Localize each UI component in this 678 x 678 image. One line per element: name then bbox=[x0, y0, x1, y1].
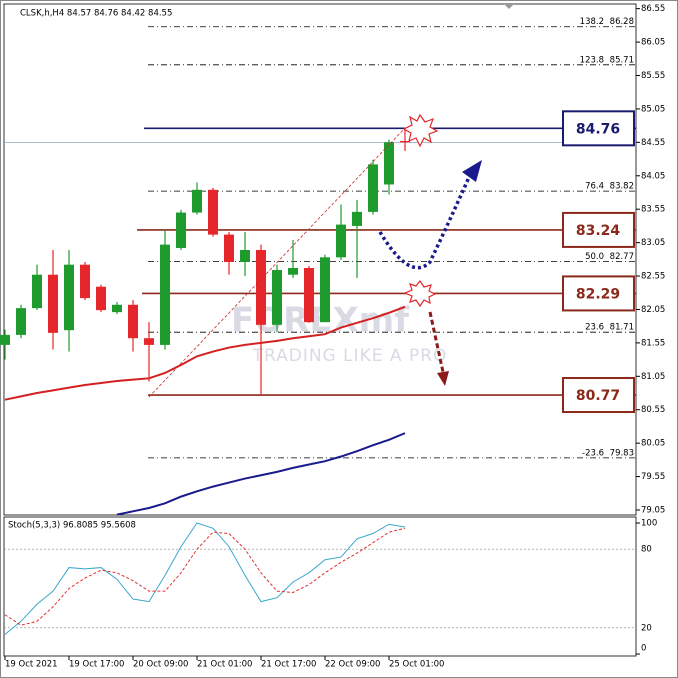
candle-body bbox=[192, 189, 202, 213]
y-tick-label: 83.05 bbox=[641, 238, 665, 248]
candle-body bbox=[224, 234, 234, 263]
y-tick-label: 82.05 bbox=[641, 305, 665, 315]
candle-body bbox=[320, 257, 330, 323]
y-tick-label: 84.55 bbox=[641, 138, 665, 148]
decorations bbox=[148, 113, 482, 398]
y-tick-label: 79.05 bbox=[641, 505, 665, 515]
shift-marker bbox=[504, 4, 514, 9]
y-tick-label: 81.55 bbox=[641, 338, 665, 348]
y-tick-label: 82.55 bbox=[641, 272, 665, 282]
y-tick-label: 86.05 bbox=[641, 38, 665, 48]
candle-body bbox=[400, 141, 410, 143]
fib-ratio: 50.0 bbox=[585, 252, 604, 262]
stoch-main bbox=[4, 522, 406, 635]
candle-body bbox=[176, 212, 186, 248]
candle-body bbox=[288, 268, 298, 275]
candle-body bbox=[128, 304, 138, 339]
stoch-label: Stoch(5,3,3) 96.8085 95.5608 bbox=[8, 521, 136, 531]
trend-line bbox=[148, 127, 406, 398]
candle-body bbox=[272, 270, 282, 325]
candle-body bbox=[112, 304, 122, 313]
burst-icon bbox=[402, 113, 439, 148]
fib-ratio: 138.2 bbox=[580, 17, 604, 27]
y-tick-label: 86.55 bbox=[641, 4, 665, 14]
arrow-head bbox=[437, 371, 449, 386]
level-box bbox=[562, 110, 635, 147]
arrow-head bbox=[462, 160, 482, 182]
level-label: 82.29 bbox=[576, 286, 620, 302]
forecast-arrow bbox=[428, 311, 445, 373]
x-tick-label: 25 Oct 01:00 bbox=[389, 660, 444, 670]
y-tick-label: 80.55 bbox=[641, 405, 665, 415]
y-tick-label: 81.05 bbox=[641, 372, 665, 382]
main-panel bbox=[3, 3, 637, 516]
x-tick-label: 21 Oct 17:00 bbox=[261, 660, 316, 670]
candle-body bbox=[0, 334, 10, 345]
fib-ratio: 123.8 bbox=[580, 55, 604, 65]
level-label: 83.24 bbox=[576, 223, 621, 239]
candle-body bbox=[256, 249, 266, 325]
candle-body bbox=[208, 189, 218, 235]
forecast-arrow bbox=[378, 174, 472, 270]
moving-average bbox=[116, 432, 406, 516]
chart-title: CLSK,h,H4 84.57 84.76 84.42 84.55 bbox=[20, 9, 172, 19]
stoch-tick-label: 80 bbox=[641, 545, 652, 555]
candle-body bbox=[336, 224, 346, 258]
stoch-panel bbox=[3, 516, 637, 657]
fib-price: 82.77 bbox=[610, 252, 634, 262]
candle-body bbox=[304, 268, 314, 323]
burst-icon bbox=[403, 279, 437, 308]
fib-ratio: 23.6 bbox=[585, 323, 604, 333]
level-box bbox=[562, 377, 635, 414]
fib-price: 83.82 bbox=[610, 182, 634, 192]
x-tick-label: 19 Oct 17:00 bbox=[69, 660, 124, 670]
level-label: 80.77 bbox=[576, 388, 620, 404]
moving-average bbox=[4, 305, 406, 401]
fib-price: 86.28 bbox=[610, 17, 634, 27]
candle-body bbox=[16, 308, 26, 335]
y-tick-label: 79.55 bbox=[641, 472, 665, 482]
candle-body bbox=[32, 274, 42, 309]
candle-body bbox=[96, 286, 106, 311]
x-tick-label: 22 Oct 09:00 bbox=[325, 660, 380, 670]
y-tick-label: 85.55 bbox=[641, 71, 665, 81]
fib-price: 85.71 bbox=[610, 55, 634, 65]
x-tick-label: 19 Oct 2021 bbox=[5, 660, 58, 670]
x-tick-label: 20 Oct 09:00 bbox=[133, 660, 188, 670]
stoch-tick-label: 0 bbox=[641, 644, 646, 654]
x-tick-label: 21 Oct 01:00 bbox=[197, 660, 252, 670]
level-label: 84.76 bbox=[576, 121, 620, 137]
candle-body bbox=[384, 142, 394, 185]
fib-ratio: 76.4 bbox=[585, 182, 604, 192]
candle-body bbox=[64, 264, 74, 331]
level-box bbox=[562, 211, 635, 248]
candle-body bbox=[352, 211, 362, 226]
candle-body bbox=[240, 249, 250, 263]
level-box bbox=[562, 275, 635, 312]
candle-body bbox=[368, 164, 378, 212]
stoch-tick-label: 20 bbox=[641, 623, 652, 633]
watermark: TRADING LIKE A PRO bbox=[252, 346, 448, 366]
fib-price: 81.71 bbox=[610, 323, 634, 333]
candle-body bbox=[160, 244, 170, 345]
candle-body bbox=[80, 264, 90, 299]
stoch-signal bbox=[4, 527, 406, 626]
y-tick-label: 80.05 bbox=[641, 439, 665, 449]
candle-body bbox=[144, 338, 154, 345]
y-tick-label: 83.55 bbox=[641, 205, 665, 215]
y-tick-label: 84.05 bbox=[641, 171, 665, 181]
y-tick-label: 85.05 bbox=[641, 104, 665, 114]
stoch-tick-label: 100 bbox=[641, 519, 657, 529]
fib-ratio: -23.6 bbox=[582, 448, 604, 458]
fib-price: 79.83 bbox=[610, 448, 634, 458]
candle-body bbox=[48, 274, 58, 333]
